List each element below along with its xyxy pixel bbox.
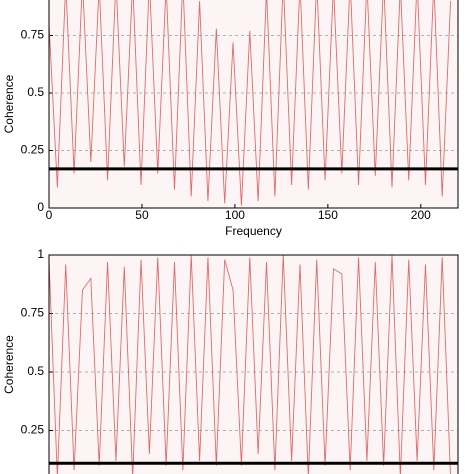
- subplot: 0.25 0.5 0.75 1 Coherence: [2, 247, 459, 474]
- data-line: [48, 254, 451, 474]
- plot-area: [49, 255, 458, 474]
- y-tick-label: 0.75: [21, 306, 45, 320]
- y-tick-label: 0.25: [21, 143, 45, 157]
- y-tick-label: 0.5: [27, 85, 44, 99]
- y-tick-label: 0.25: [21, 423, 45, 437]
- x-tick-label: 200: [411, 208, 431, 222]
- plot-frame: [48, 254, 459, 474]
- x-axis-label: Frequency: [225, 224, 282, 238]
- y-tick-label: 0.5: [27, 364, 44, 378]
- x-tick-label: 0: [46, 208, 53, 222]
- subplot: 0 0.25 0.5 0.75 0 50 100 150 200 Frequency Coheren…: [2, 0, 459, 238]
- y-axis-label: Coherence: [2, 335, 16, 394]
- data-line: [48, 0, 452, 206]
- y-axis-label: Coherence: [2, 74, 16, 133]
- y-tick-label: 0: [37, 200, 44, 214]
- x-tick-label: 50: [135, 208, 149, 222]
- y-tick-label: 0.75: [21, 28, 45, 42]
- x-tick-label: 150: [318, 208, 338, 222]
- x-tick-label: 100: [225, 208, 245, 222]
- plot-frame: [48, 0, 459, 209]
- y-tick-label: 1: [37, 247, 44, 261]
